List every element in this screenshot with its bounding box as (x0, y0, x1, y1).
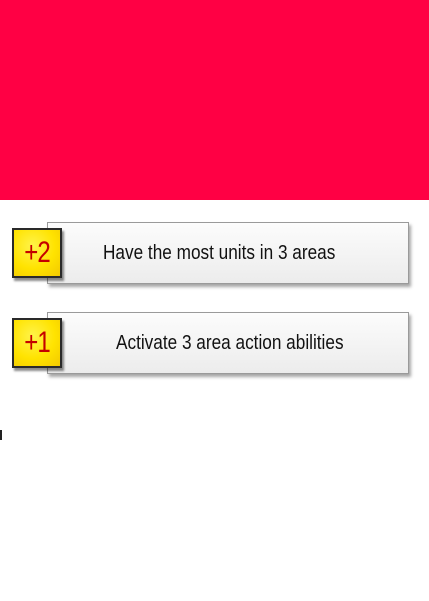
objective-text: Have the most units in 3 areas (103, 241, 336, 264)
header-banner (0, 0, 429, 200)
points-badge: +2 (12, 228, 62, 278)
objective-card: Have the most units in 3 areas (47, 222, 409, 284)
points-badge: +1 (12, 318, 62, 368)
points-value: +1 (24, 326, 51, 359)
edge-mark (0, 430, 2, 440)
objective-text: Activate 3 area action abilities (116, 331, 344, 354)
objective-card: Activate 3 area action abilities (47, 312, 409, 374)
points-value: +2 (24, 236, 51, 269)
